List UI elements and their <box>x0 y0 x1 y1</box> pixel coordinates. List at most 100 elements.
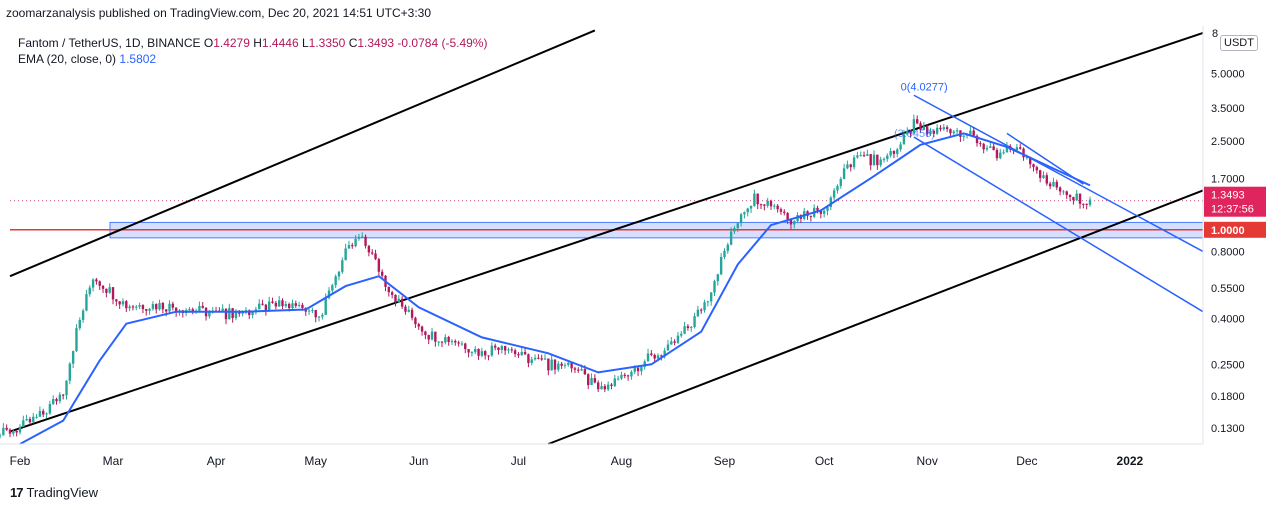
candle-body <box>822 210 826 214</box>
candle-body <box>1045 175 1049 184</box>
candle-body <box>587 374 590 386</box>
candle-body <box>879 159 882 166</box>
support-label: 1.0000 <box>1211 225 1245 237</box>
candle-body <box>852 157 856 168</box>
ema-line <box>19 132 1091 445</box>
candle-body <box>932 130 936 134</box>
candle-body <box>982 143 985 150</box>
candle-body <box>115 299 118 302</box>
candle-body <box>371 252 374 254</box>
candle-body <box>842 168 846 179</box>
candle-body <box>577 369 580 371</box>
candle-body <box>477 348 480 356</box>
x-tick-label: Dec <box>1016 454 1037 468</box>
ema-polyline <box>19 132 1091 445</box>
candle-body <box>404 306 407 312</box>
candle-body <box>836 185 839 191</box>
channel-line <box>547 189 1204 445</box>
candle-body <box>198 305 201 311</box>
candle-body <box>563 364 567 366</box>
symbol-label[interactable]: Fantom / TetherUS, 1D, BINANCE <box>18 36 201 50</box>
channel-line <box>9 32 1204 433</box>
support-zone <box>10 200 1204 239</box>
candle-body <box>174 307 178 313</box>
candle-body <box>284 304 288 307</box>
x-tick-label: Aug <box>611 454 632 468</box>
time-axis: Feb Mar Apr May Jun Jul Aug Sep Oct Nov Dec 2022 <box>0 443 1203 468</box>
candle-body <box>503 346 507 351</box>
candle-body <box>327 290 331 299</box>
candle-body <box>547 358 550 371</box>
candle-body <box>390 292 394 295</box>
high-label: H <box>253 36 262 50</box>
candle-body <box>188 309 191 311</box>
y-tick-label: 0.5500 <box>1211 283 1245 295</box>
candle-body <box>726 244 729 251</box>
candle-body <box>763 204 766 206</box>
candle-body <box>52 399 55 405</box>
candle-body <box>407 309 410 312</box>
candle-body <box>540 358 543 360</box>
candle-body <box>341 260 344 272</box>
candle-body <box>321 314 324 317</box>
candle-body <box>829 197 833 208</box>
candle-body <box>287 304 291 309</box>
candle-body <box>1068 195 1072 198</box>
candle-body <box>71 351 75 364</box>
candle-body <box>241 312 244 314</box>
candle-body <box>736 223 739 229</box>
candle-body <box>543 358 547 360</box>
candle-body <box>271 301 274 303</box>
candle-body <box>513 350 517 355</box>
unit-badge[interactable]: USDT <box>1220 35 1258 51</box>
candle-body <box>603 386 607 390</box>
candle-body <box>48 404 52 414</box>
candle-body <box>450 340 454 342</box>
y-tick-label: 3.5000 <box>1211 103 1245 115</box>
candle-body <box>939 127 942 130</box>
candle-body <box>523 351 527 355</box>
candle-body <box>979 143 982 145</box>
fib-label-mid: (3.5456) <box>894 128 935 140</box>
x-tick-label: Oct <box>815 454 834 468</box>
candle-body <box>989 146 992 148</box>
candle-body <box>427 335 430 340</box>
price-chart[interactable]: 0(4.0277) (3.5456) 5.0000 3.5000 2.5000 1.70… <box>0 26 1280 474</box>
y-tick-label: 1.7000 <box>1211 173 1245 185</box>
candle-body <box>1075 193 1078 201</box>
candle-body <box>337 271 341 277</box>
candle-body <box>344 248 347 261</box>
candle-body <box>789 219 793 225</box>
candle-body <box>437 341 440 343</box>
y-tick-top: 8 <box>1212 28 1218 40</box>
candle-body <box>314 310 317 318</box>
candle-body <box>131 306 135 308</box>
candle-body <box>660 355 663 357</box>
candle-body <box>520 351 523 356</box>
open-value: 1.4279 <box>213 36 250 50</box>
candle-body <box>646 353 650 362</box>
candle-body <box>111 287 115 300</box>
candle-body <box>32 416 35 423</box>
candle-body <box>234 311 238 319</box>
x-tick-label: Jun <box>409 454 428 468</box>
candle-body <box>231 308 234 319</box>
candle-body <box>454 340 457 343</box>
candle-body <box>42 410 45 415</box>
candle-body <box>992 146 995 151</box>
candle-body <box>995 150 999 159</box>
candle-body <box>1025 157 1029 159</box>
candle-body <box>849 164 852 168</box>
candle-body <box>756 193 759 205</box>
candle-body <box>640 366 643 372</box>
candle-body <box>949 129 952 134</box>
candle-body <box>88 287 91 295</box>
candle-body <box>361 236 364 238</box>
candle-body <box>716 274 720 282</box>
candle-body <box>753 193 756 206</box>
candle-body <box>906 131 909 135</box>
candle-body <box>417 324 420 327</box>
candle-body <box>892 151 896 154</box>
close-label: C <box>348 36 358 50</box>
ema-label[interactable]: EMA (20, close, 0) <box>18 52 117 66</box>
